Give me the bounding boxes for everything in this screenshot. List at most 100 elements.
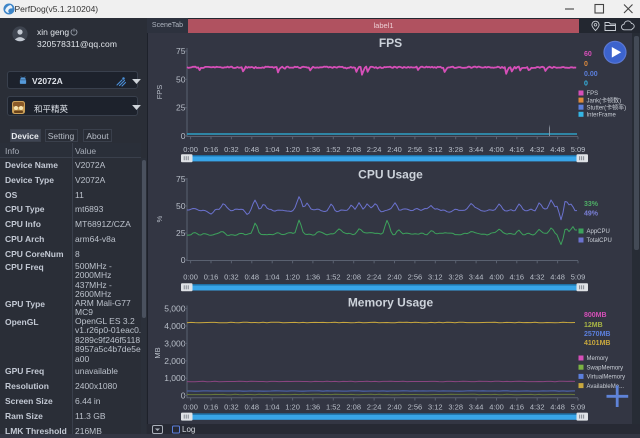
svg-text:4:16: 4:16 — [509, 402, 524, 411]
svg-text:FPS: FPS — [379, 36, 402, 50]
svg-text:2570MB: 2570MB — [584, 331, 610, 338]
svg-text:0:16: 0:16 — [204, 273, 219, 282]
svg-text:Jank(卡顿数): Jank(卡顿数) — [587, 96, 622, 104]
svg-text:0:32: 0:32 — [224, 145, 239, 154]
svg-text:4:16: 4:16 — [509, 145, 524, 154]
svg-text:3:28: 3:28 — [448, 145, 463, 154]
svg-text:5:09: 5:09 — [571, 402, 586, 411]
svg-text:5:09: 5:09 — [571, 273, 586, 282]
svg-text:3:44: 3:44 — [469, 145, 484, 154]
svg-text:2:40: 2:40 — [387, 145, 402, 154]
svg-text:2:24: 2:24 — [367, 402, 382, 411]
svg-text:0:16: 0:16 — [204, 402, 219, 411]
svg-text:4:48: 4:48 — [550, 273, 565, 282]
svg-text:1:52: 1:52 — [326, 402, 341, 411]
svg-text:4:00: 4:00 — [489, 273, 504, 282]
svg-text:0:00: 0:00 — [183, 402, 198, 411]
svg-text:0: 0 — [584, 81, 588, 88]
svg-text:0:48: 0:48 — [244, 145, 259, 154]
svg-text:50: 50 — [176, 201, 186, 211]
svg-text:4:48: 4:48 — [550, 402, 565, 411]
svg-text:50: 50 — [176, 74, 186, 84]
svg-text:12MB: 12MB — [584, 322, 603, 329]
svg-text:4:32: 4:32 — [530, 402, 545, 411]
svg-text:2:56: 2:56 — [408, 273, 423, 282]
svg-text:800MB: 800MB — [584, 312, 607, 319]
svg-text:1:04: 1:04 — [265, 145, 280, 154]
svg-text:0: 0 — [181, 255, 186, 265]
svg-text:1:36: 1:36 — [306, 402, 321, 411]
svg-text:AvailableMe...: AvailableMe... — [587, 384, 625, 390]
svg-text:3,000: 3,000 — [164, 338, 186, 348]
svg-text:2:40: 2:40 — [387, 273, 402, 282]
svg-text:0:00: 0:00 — [183, 145, 198, 154]
svg-text:2:08: 2:08 — [346, 273, 361, 282]
svg-text:MB: MB — [153, 347, 162, 358]
svg-text:3:12: 3:12 — [428, 273, 443, 282]
svg-text:0:32: 0:32 — [224, 402, 239, 411]
svg-text:49%: 49% — [584, 211, 599, 218]
svg-text:3:28: 3:28 — [448, 402, 463, 411]
svg-text:0:16: 0:16 — [204, 145, 219, 154]
svg-text:0:48: 0:48 — [244, 402, 259, 411]
svg-text:2:24: 2:24 — [367, 273, 382, 282]
svg-text:0:48: 0:48 — [244, 273, 259, 282]
svg-text:FPS: FPS — [587, 91, 599, 97]
svg-text:4:32: 4:32 — [530, 273, 545, 282]
svg-text:4:48: 4:48 — [550, 145, 565, 154]
svg-text:3:12: 3:12 — [428, 402, 443, 411]
svg-text:InterFrame: InterFrame — [587, 113, 617, 119]
svg-text:2:08: 2:08 — [346, 145, 361, 154]
svg-text:1:04: 1:04 — [265, 402, 280, 411]
svg-text:1:20: 1:20 — [285, 273, 300, 282]
svg-text:4101MB: 4101MB — [584, 340, 610, 347]
svg-text:0: 0 — [181, 391, 186, 401]
svg-text:1:20: 1:20 — [285, 402, 300, 411]
svg-text:1:36: 1:36 — [306, 145, 321, 154]
svg-text:VirtualMemory: VirtualMemory — [587, 375, 626, 381]
svg-text:3:28: 3:28 — [448, 273, 463, 282]
svg-text:0:32: 0:32 — [224, 273, 239, 282]
svg-text:2:56: 2:56 — [408, 145, 423, 154]
svg-text:75: 75 — [176, 46, 186, 56]
svg-text:Memory Usage: Memory Usage — [348, 296, 434, 310]
svg-text:2:40: 2:40 — [387, 402, 402, 411]
svg-text:0: 0 — [584, 61, 588, 68]
svg-text:3:12: 3:12 — [428, 145, 443, 154]
svg-text:25: 25 — [176, 103, 186, 113]
svg-text:AppCPU: AppCPU — [587, 229, 610, 235]
svg-text:3:44: 3:44 — [469, 402, 484, 411]
svg-text:2:56: 2:56 — [408, 402, 423, 411]
svg-text:CPU Usage: CPU Usage — [358, 168, 423, 182]
svg-text:SwapMemory: SwapMemory — [587, 365, 624, 371]
svg-text:60: 60 — [584, 51, 592, 58]
svg-text:33%: 33% — [584, 201, 599, 208]
svg-text:25: 25 — [176, 228, 186, 238]
svg-text:1:20: 1:20 — [285, 145, 300, 154]
svg-text:4:16: 4:16 — [509, 273, 524, 282]
svg-text:0:00: 0:00 — [183, 273, 198, 282]
svg-text:1:36: 1:36 — [306, 273, 321, 282]
svg-text:2:24: 2:24 — [367, 145, 382, 154]
svg-text:2:08: 2:08 — [346, 402, 361, 411]
svg-text:4:32: 4:32 — [530, 145, 545, 154]
svg-text:Memory: Memory — [587, 356, 609, 362]
svg-text:5:09: 5:09 — [571, 145, 586, 154]
svg-text:1,000: 1,000 — [164, 373, 186, 383]
svg-text:3:44: 3:44 — [469, 273, 484, 282]
svg-text:2,000: 2,000 — [164, 356, 186, 366]
svg-text:1:52: 1:52 — [326, 145, 341, 154]
svg-text:0.00: 0.00 — [584, 71, 598, 78]
svg-text:4:00: 4:00 — [489, 145, 504, 154]
svg-text:5,000: 5,000 — [164, 304, 186, 314]
svg-text:%: % — [155, 215, 164, 222]
svg-text:0: 0 — [181, 131, 186, 141]
svg-text:1:04: 1:04 — [265, 273, 280, 282]
svg-text:4,000: 4,000 — [164, 321, 186, 331]
svg-text:1:52: 1:52 — [326, 273, 341, 282]
svg-text:75: 75 — [176, 174, 186, 184]
svg-text:FPS: FPS — [155, 85, 164, 100]
svg-text:Stutter(卡顿率): Stutter(卡顿率) — [587, 103, 627, 111]
svg-text:TotalCPU: TotalCPU — [587, 238, 612, 244]
svg-text:4:00: 4:00 — [489, 402, 504, 411]
